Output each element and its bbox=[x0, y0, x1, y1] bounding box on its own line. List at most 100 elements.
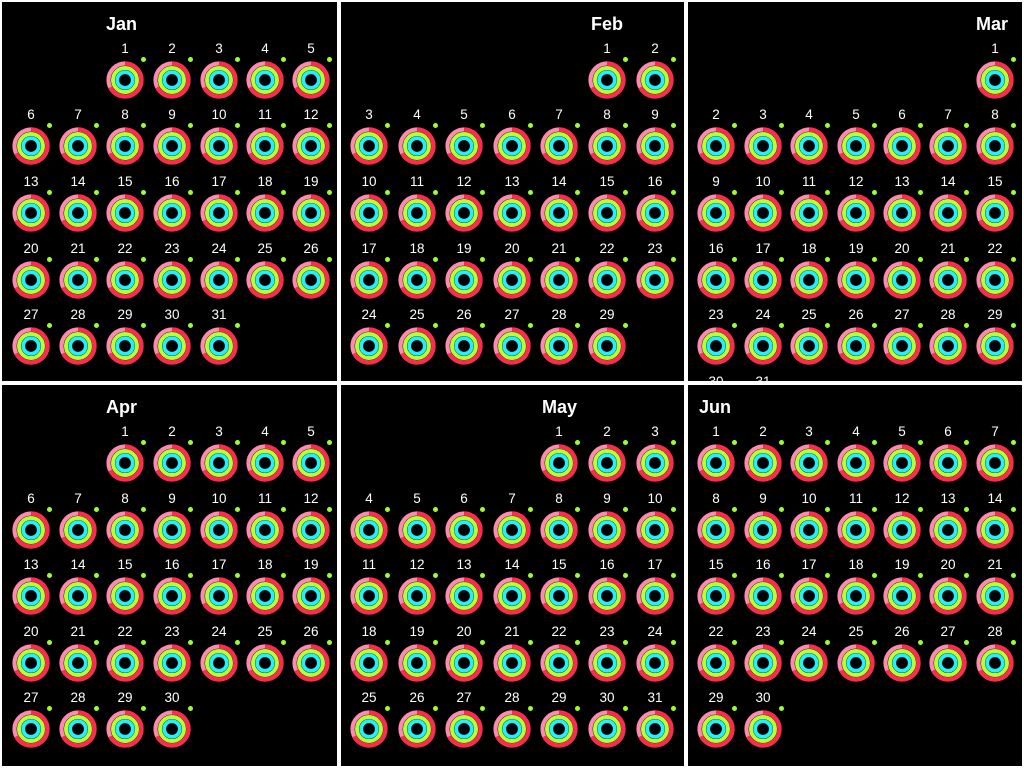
day-cell[interactable]: 24 bbox=[350, 307, 390, 369]
day-cell[interactable]: 12 bbox=[837, 174, 877, 236]
day-cell[interactable]: 30 bbox=[588, 690, 628, 752]
day-cell[interactable]: 2 bbox=[697, 107, 737, 169]
day-cell[interactable]: 25 bbox=[246, 624, 286, 686]
day-cell[interactable]: 5 bbox=[398, 491, 438, 553]
day-cell[interactable]: 2 bbox=[744, 424, 784, 486]
day-cell[interactable]: 6 bbox=[12, 107, 52, 169]
day-cell[interactable]: 7 bbox=[540, 107, 580, 169]
day-cell[interactable]: 9 bbox=[744, 491, 784, 553]
day-cell[interactable]: 29 bbox=[106, 690, 146, 752]
day-cell[interactable]: 13 bbox=[929, 491, 969, 553]
day-cell[interactable]: 26 bbox=[292, 241, 332, 303]
day-cell[interactable]: 4 bbox=[246, 424, 286, 486]
day-cell[interactable]: 22 bbox=[976, 241, 1016, 303]
day-cell[interactable]: 29 bbox=[697, 690, 737, 752]
day-cell[interactable]: 23 bbox=[153, 241, 193, 303]
day-cell[interactable]: 6 bbox=[12, 491, 52, 553]
day-cell[interactable]: 23 bbox=[744, 624, 784, 686]
day-cell[interactable]: 1 bbox=[976, 41, 1016, 103]
day-cell[interactable]: 15 bbox=[697, 557, 737, 619]
day-cell[interactable]: 13 bbox=[493, 174, 533, 236]
day-cell[interactable]: 1 bbox=[540, 424, 580, 486]
day-cell[interactable]: 24 bbox=[200, 241, 240, 303]
day-cell[interactable]: 26 bbox=[445, 307, 485, 369]
day-cell[interactable]: 9 bbox=[153, 107, 193, 169]
day-cell[interactable]: 23 bbox=[636, 241, 676, 303]
day-cell[interactable]: 28 bbox=[493, 690, 533, 752]
day-cell[interactable]: 15 bbox=[106, 557, 146, 619]
day-cell[interactable]: 10 bbox=[744, 174, 784, 236]
day-cell[interactable]: 16 bbox=[588, 557, 628, 619]
day-cell[interactable]: 15 bbox=[106, 174, 146, 236]
day-cell[interactable]: 14 bbox=[59, 557, 99, 619]
month-panel-mar[interactable]: Mar 1 2 3 4 5 6 7 8 9 10 11 12 13 14 15 16 17 18 19 20 21 22 23… bbox=[688, 2, 1022, 381]
day-cell[interactable]: 27 bbox=[445, 690, 485, 752]
day-cell[interactable]: 17 bbox=[350, 241, 390, 303]
day-cell[interactable]: 17 bbox=[636, 557, 676, 619]
day-cell[interactable]: 20 bbox=[493, 241, 533, 303]
day-cell[interactable]: 26 bbox=[837, 307, 877, 369]
day-cell[interactable]: 17 bbox=[200, 174, 240, 236]
day-cell[interactable]: 9 bbox=[588, 491, 628, 553]
day-cell[interactable]: 5 bbox=[292, 41, 332, 103]
day-cell[interactable]: 21 bbox=[540, 241, 580, 303]
day-cell[interactable]: 14 bbox=[59, 174, 99, 236]
day-cell[interactable]: 12 bbox=[398, 557, 438, 619]
day-cell[interactable]: 7 bbox=[493, 491, 533, 553]
day-cell[interactable]: 7 bbox=[59, 107, 99, 169]
day-cell[interactable]: 19 bbox=[398, 624, 438, 686]
month-panel-apr[interactable]: Apr 1 2 3 4 5 6 7 8 9 10 11 12 13 14 15 16 17 18 19 20 21 22 23… bbox=[2, 385, 337, 766]
day-cell[interactable]: 25 bbox=[837, 624, 877, 686]
day-cell[interactable]: 26 bbox=[883, 624, 923, 686]
day-cell[interactable]: 3 bbox=[744, 107, 784, 169]
day-cell[interactable]: 24 bbox=[790, 624, 830, 686]
day-cell[interactable]: 1 bbox=[588, 41, 628, 103]
day-cell[interactable]: 26 bbox=[292, 624, 332, 686]
day-cell[interactable]: 4 bbox=[350, 491, 390, 553]
day-cell[interactable]: 21 bbox=[493, 624, 533, 686]
day-cell[interactable]: 6 bbox=[929, 424, 969, 486]
month-panel-jun[interactable]: Jun 1 2 3 4 5 6 7 8 9 10 11 12 13 14 15 16 17 18 19 20 21 22 23… bbox=[688, 385, 1022, 766]
day-cell[interactable]: 15 bbox=[540, 557, 580, 619]
day-cell[interactable]: 11 bbox=[398, 174, 438, 236]
day-cell[interactable]: 29 bbox=[976, 307, 1016, 369]
day-cell[interactable]: 25 bbox=[350, 690, 390, 752]
day-cell[interactable]: 30 bbox=[153, 690, 193, 752]
day-cell[interactable]: 18 bbox=[246, 557, 286, 619]
day-cell[interactable]: 9 bbox=[697, 174, 737, 236]
day-cell[interactable]: 12 bbox=[883, 491, 923, 553]
day-cell[interactable]: 23 bbox=[153, 624, 193, 686]
day-cell[interactable]: 31 bbox=[200, 307, 240, 369]
day-cell[interactable]: 4 bbox=[790, 107, 830, 169]
day-cell[interactable]: 28 bbox=[540, 307, 580, 369]
day-cell[interactable]: 10 bbox=[790, 491, 830, 553]
day-cell[interactable]: 9 bbox=[153, 491, 193, 553]
day-cell[interactable]: 1 bbox=[106, 41, 146, 103]
day-cell[interactable]: 24 bbox=[200, 624, 240, 686]
day-cell[interactable]: 4 bbox=[837, 424, 877, 486]
day-cell[interactable]: 7 bbox=[59, 491, 99, 553]
day-cell[interactable]: 24 bbox=[744, 307, 784, 369]
day-cell[interactable]: 8 bbox=[540, 491, 580, 553]
day-cell[interactable]: 2 bbox=[153, 424, 193, 486]
day-cell[interactable]: 20 bbox=[12, 241, 52, 303]
day-cell[interactable]: 8 bbox=[106, 107, 146, 169]
day-cell[interactable]: 18 bbox=[837, 557, 877, 619]
day-cell[interactable]: 4 bbox=[398, 107, 438, 169]
day-cell[interactable]: 20 bbox=[12, 624, 52, 686]
day-cell[interactable]: 21 bbox=[976, 557, 1016, 619]
day-cell[interactable]: 13 bbox=[12, 174, 52, 236]
day-cell[interactable]: 5 bbox=[292, 424, 332, 486]
day-cell[interactable]: 3 bbox=[790, 424, 830, 486]
day-cell[interactable]: 30 bbox=[153, 307, 193, 369]
day-cell[interactable]: 28 bbox=[59, 307, 99, 369]
day-cell[interactable]: 24 bbox=[636, 624, 676, 686]
day-cell[interactable]: 26 bbox=[398, 690, 438, 752]
day-cell[interactable]: 16 bbox=[697, 241, 737, 303]
day-cell[interactable]: 20 bbox=[883, 241, 923, 303]
day-cell[interactable]: 25 bbox=[398, 307, 438, 369]
day-cell[interactable]: 8 bbox=[106, 491, 146, 553]
day-cell[interactable]: 10 bbox=[350, 174, 390, 236]
day-cell[interactable]: 30 bbox=[697, 374, 735, 381]
day-cell[interactable]: 14 bbox=[493, 557, 533, 619]
